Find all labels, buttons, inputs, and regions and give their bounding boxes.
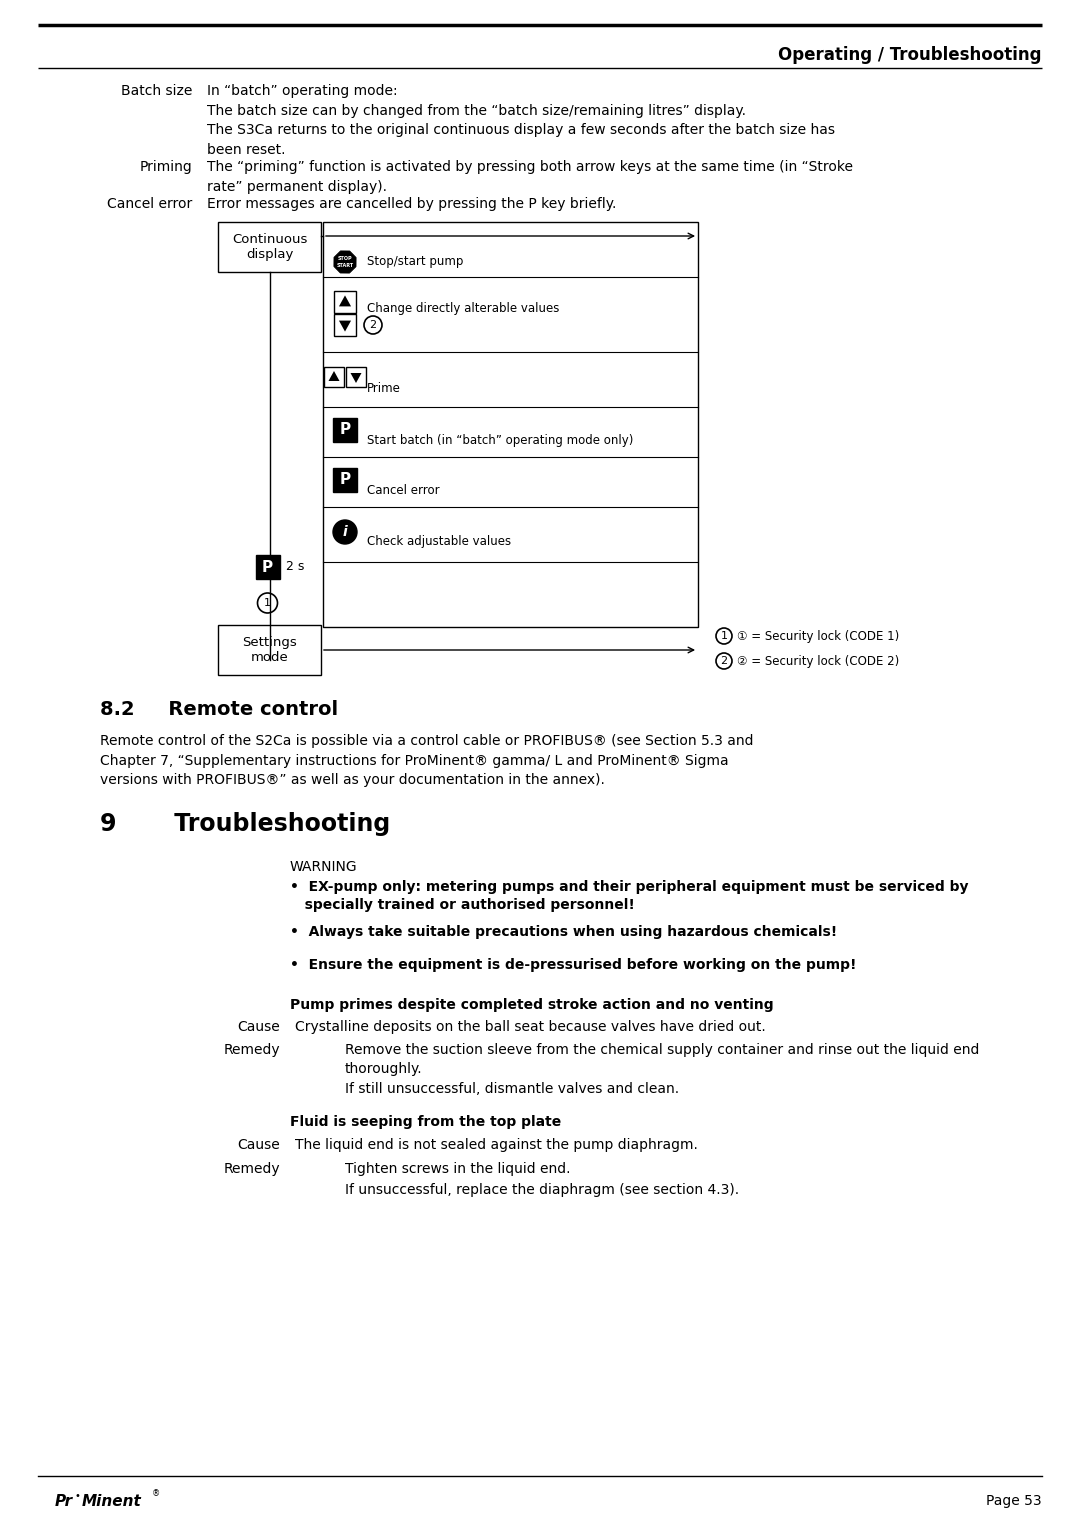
- Text: 2 s: 2 s: [285, 561, 303, 573]
- Text: 1: 1: [720, 631, 728, 642]
- Text: Prime: Prime: [367, 382, 401, 396]
- Text: Page 53: Page 53: [986, 1494, 1042, 1508]
- Text: WARNING: WARNING: [291, 860, 357, 874]
- Text: Change directly alterable values: Change directly alterable values: [367, 303, 559, 315]
- Text: Error messages are cancelled by pressing the P key briefly.: Error messages are cancelled by pressing…: [207, 197, 617, 211]
- Text: P: P: [339, 472, 351, 487]
- Text: ② = Security lock (CODE 2): ② = Security lock (CODE 2): [737, 656, 900, 668]
- Text: Cancel error: Cancel error: [367, 484, 440, 497]
- Polygon shape: [334, 251, 356, 274]
- Bar: [323, 222, 698, 626]
- Text: 9       Troubleshooting: 9 Troubleshooting: [100, 811, 390, 836]
- Bar: [324, 367, 345, 387]
- Text: Tighten screws in the liquid end.: Tighten screws in the liquid end.: [345, 1161, 570, 1177]
- Text: Remedy: Remedy: [224, 1044, 280, 1057]
- Text: Start batch (in “batch” operating mode only): Start batch (in “batch” operating mode o…: [367, 434, 633, 448]
- Bar: [346, 367, 366, 387]
- Text: In “batch” operating mode:
The batch size can by changed from the “batch size/re: In “batch” operating mode: The batch siz…: [207, 84, 835, 156]
- Polygon shape: [351, 373, 362, 384]
- Bar: [256, 555, 280, 579]
- Text: Minent: Minent: [82, 1494, 141, 1510]
- Text: •  Always take suitable precautions when using hazardous chemicals!: • Always take suitable precautions when …: [291, 924, 837, 940]
- Text: 8.2     Remote control: 8.2 Remote control: [100, 700, 338, 720]
- Text: ®: ®: [152, 1488, 160, 1497]
- Text: Cancel error: Cancel error: [107, 197, 192, 211]
- Text: Check adjustable values: Check adjustable values: [367, 535, 511, 549]
- Text: Continuous
display: Continuous display: [232, 232, 307, 261]
- Circle shape: [716, 628, 732, 643]
- Text: 1: 1: [264, 597, 271, 608]
- Text: •: •: [75, 1491, 80, 1500]
- Text: The liquid end is not sealed against the pump diaphragm.: The liquid end is not sealed against the…: [295, 1138, 698, 1152]
- Text: Remove the suction sleeve from the chemical supply container and rinse out the l: Remove the suction sleeve from the chemi…: [345, 1044, 980, 1077]
- Text: Remedy: Remedy: [224, 1161, 280, 1177]
- Text: •  Ensure the equipment is de-pressurised before working on the pump!: • Ensure the equipment is de-pressurised…: [291, 958, 856, 972]
- Text: Batch size: Batch size: [121, 84, 192, 98]
- Text: If still unsuccessful, dismantle valves and clean.: If still unsuccessful, dismantle valves …: [345, 1082, 679, 1096]
- Text: STOP: STOP: [338, 257, 352, 261]
- Bar: [333, 419, 357, 442]
- Bar: [218, 222, 321, 272]
- Circle shape: [333, 520, 357, 544]
- Text: Stop/start pump: Stop/start pump: [367, 255, 463, 267]
- Text: P: P: [262, 559, 273, 575]
- Polygon shape: [328, 371, 339, 380]
- Text: Cause: Cause: [238, 1021, 280, 1034]
- Bar: [334, 290, 356, 313]
- Text: Pr: Pr: [55, 1494, 73, 1510]
- Text: P: P: [339, 423, 351, 437]
- Text: 2: 2: [369, 319, 377, 330]
- Text: Pump primes despite completed stroke action and no venting: Pump primes despite completed stroke act…: [291, 998, 773, 1012]
- Text: i: i: [342, 526, 348, 539]
- Text: Crystalline deposits on the ball seat because valves have dried out.: Crystalline deposits on the ball seat be…: [295, 1021, 766, 1034]
- Text: 2: 2: [720, 656, 728, 666]
- Bar: [334, 313, 356, 336]
- Circle shape: [257, 593, 278, 613]
- Circle shape: [364, 316, 382, 335]
- Text: Cause: Cause: [238, 1138, 280, 1152]
- Text: If unsuccessful, replace the diaphragm (see section 4.3).: If unsuccessful, replace the diaphragm (…: [345, 1183, 739, 1196]
- Text: •  EX-pump only: metering pumps and their peripheral equipment must be serviced : • EX-pump only: metering pumps and their…: [291, 880, 969, 912]
- Circle shape: [716, 652, 732, 669]
- Polygon shape: [339, 295, 351, 307]
- Text: ① = Security lock (CODE 1): ① = Security lock (CODE 1): [737, 630, 900, 643]
- Bar: [333, 468, 357, 492]
- Bar: [218, 625, 321, 675]
- Text: Operating / Troubleshooting: Operating / Troubleshooting: [779, 46, 1042, 64]
- Text: Fluid is seeping from the top plate: Fluid is seeping from the top plate: [291, 1115, 562, 1129]
- Text: Priming: Priming: [139, 160, 192, 174]
- Text: Settings
mode: Settings mode: [242, 636, 297, 665]
- Text: The “priming” function is activated by pressing both arrow keys at the same time: The “priming” function is activated by p…: [207, 160, 853, 194]
- Text: Remote control of the S2Ca is possible via a control cable or PROFIBUS® (see Sec: Remote control of the S2Ca is possible v…: [100, 733, 754, 787]
- Polygon shape: [339, 321, 351, 332]
- Text: START: START: [337, 263, 353, 267]
